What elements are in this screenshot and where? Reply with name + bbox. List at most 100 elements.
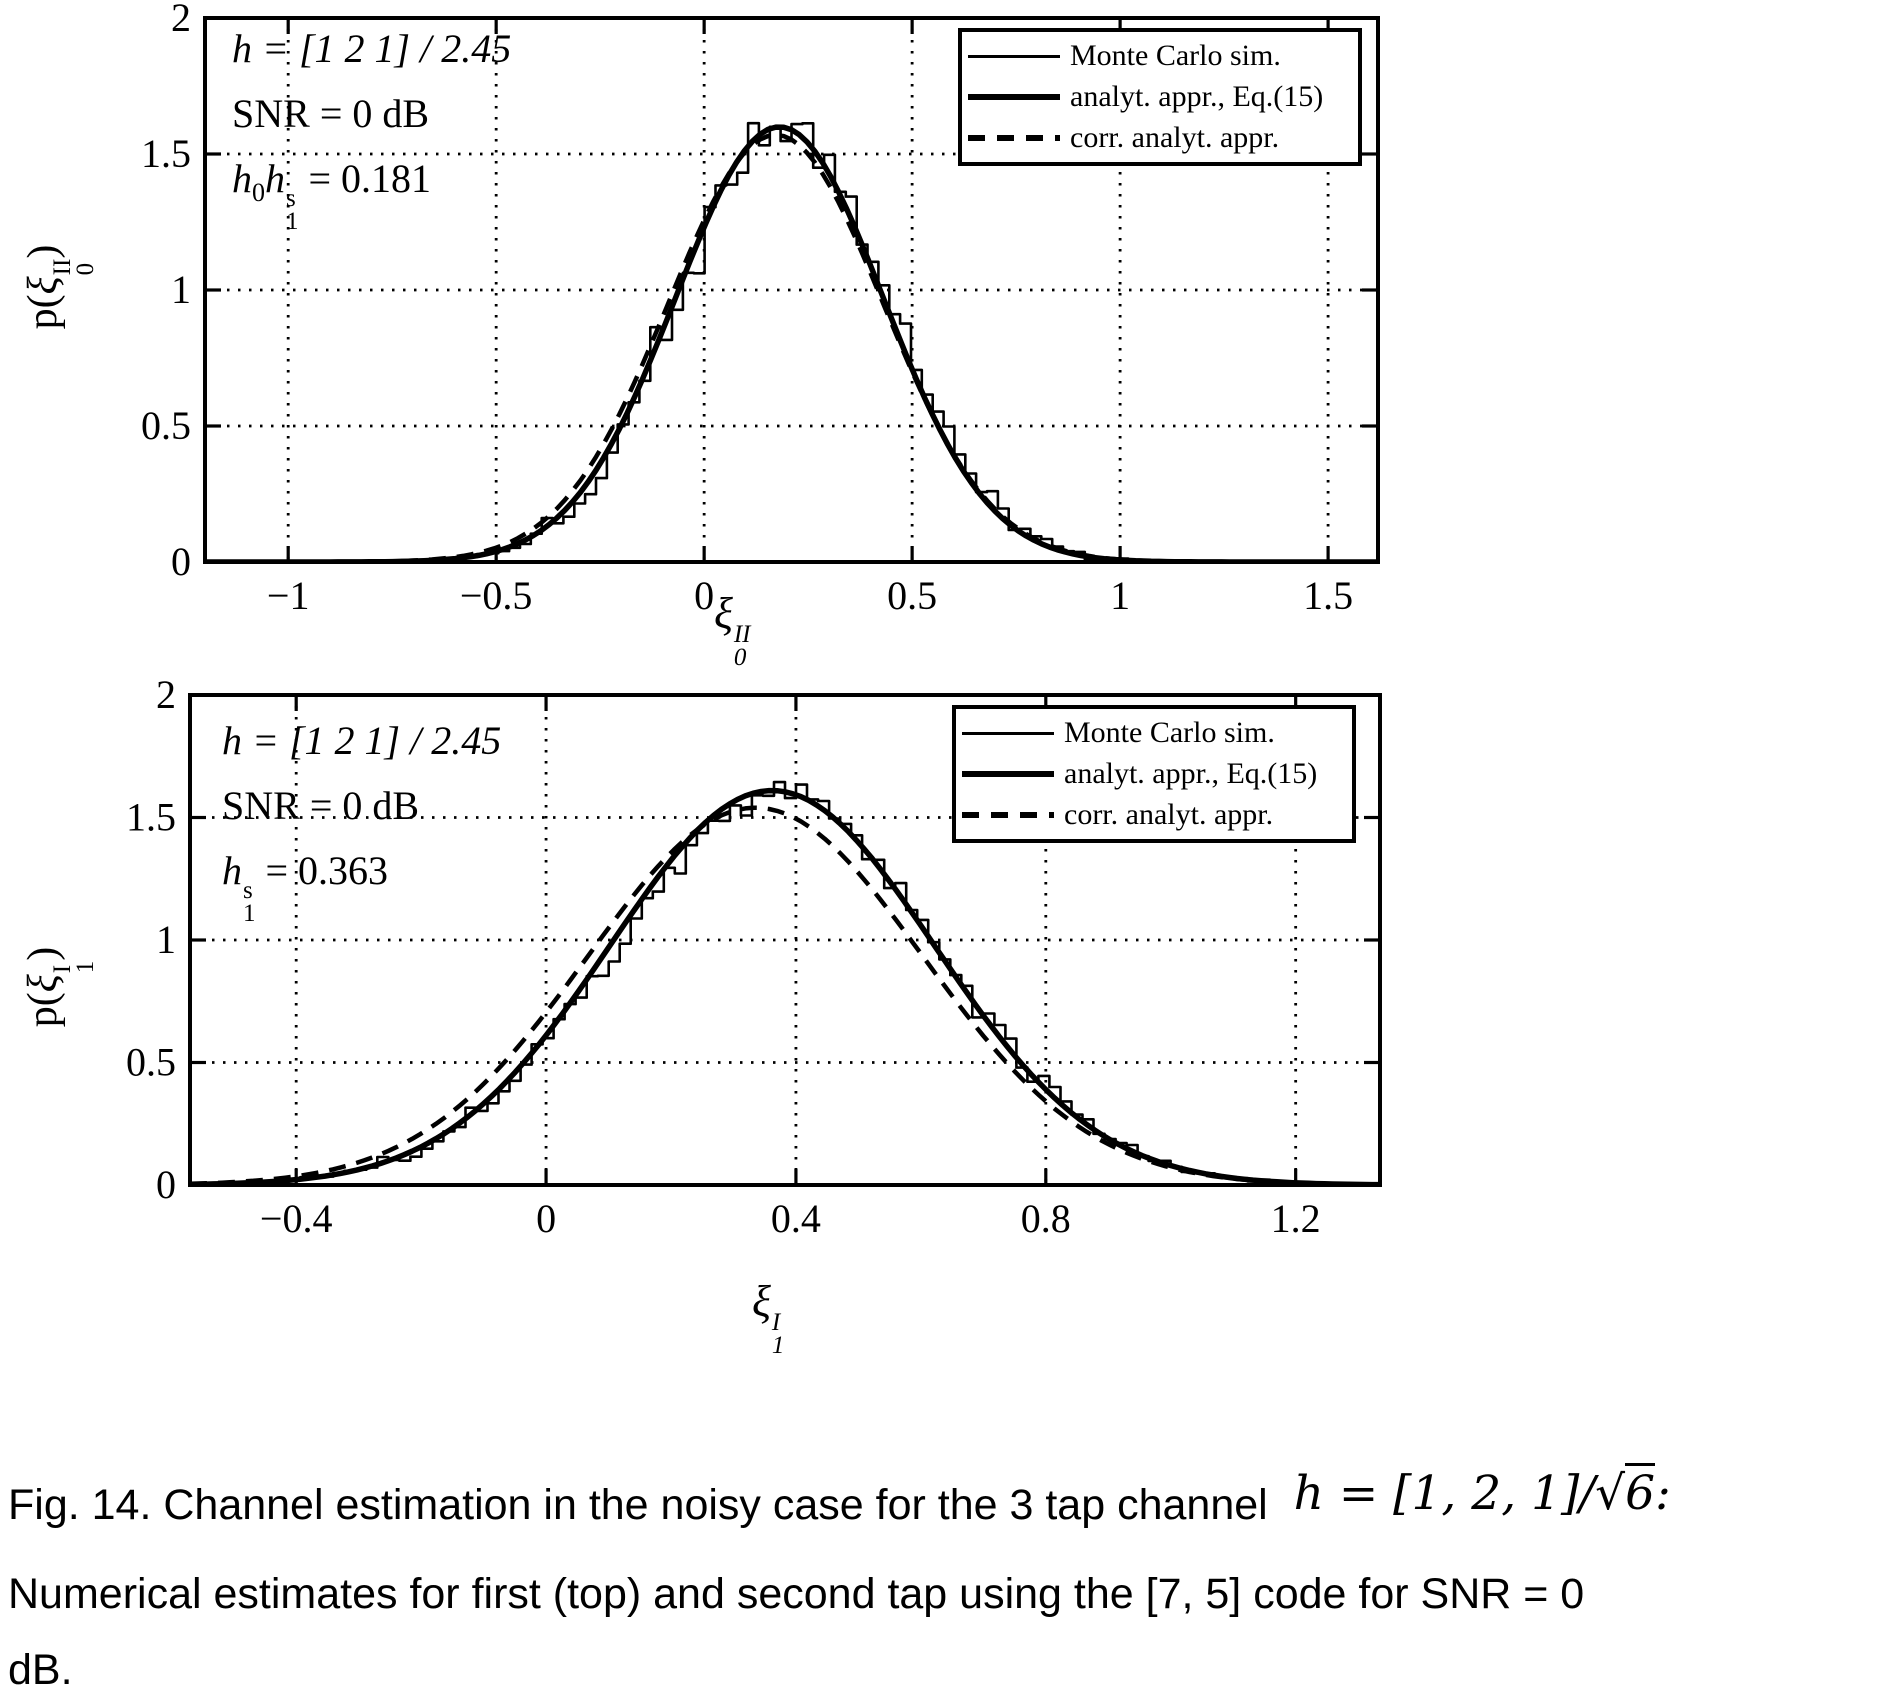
radicand: 6	[1625, 1463, 1656, 1521]
var-sup: s	[286, 185, 296, 212]
annotation-text: SNR = 0 dB	[222, 783, 420, 828]
x-tick-label: 0	[536, 1196, 556, 1241]
y-tick-label: 1.5	[126, 795, 176, 840]
annotation-text: SNR = 0 dB	[232, 91, 430, 136]
caption-text: dB.	[8, 1646, 73, 1694]
x-tick-label: 0.4	[771, 1196, 821, 1241]
legend-label: corr. analyt. appr.	[1070, 120, 1280, 154]
grid-lines	[205, 18, 1378, 562]
thin-line-sample	[962, 731, 1054, 735]
x-tick-label: 0.5	[887, 573, 937, 618]
tick-labels: −0.4 0 0.4 0.8 1.2 0 0.5 1 1.5 2	[126, 680, 1321, 1241]
ylabel-prefix: p(	[20, 294, 66, 330]
corrected-curve	[205, 132, 1378, 562]
tick-labels: −1 −0.5 0 0.5 1 1.5 0 0.5 1 1.5 2	[141, 0, 1353, 618]
ylabel-sub: 0	[72, 262, 99, 276]
x-tick-label: 0.8	[1021, 1196, 1071, 1241]
plot-bottom: −0.4 0 0.4 0.8 1.2 0 0.5 1 1.5 2 h = [1 2 1] / 2.…	[0, 680, 1450, 1358]
legend: Monte Carlo sim. analyt. appr., Eq.(15) …	[952, 705, 1356, 843]
x-tick-label: −0.4	[260, 1196, 333, 1241]
xlabel-base: ξ	[752, 1277, 771, 1326]
legend-row: analyt. appr., Eq.(15)	[962, 757, 1346, 791]
legend-label: Monte Carlo sim.	[1070, 39, 1281, 73]
ylabel-suffix: )	[20, 244, 66, 259]
legend-label: analyt. appr., Eq.(15)	[1064, 756, 1318, 790]
var-sub: 1	[243, 900, 256, 927]
var: h	[222, 848, 242, 893]
y-axis-label: p(ξ II 0)	[19, 197, 99, 377]
x-tick-label: 1.2	[1271, 1196, 1321, 1241]
legend-label: analyt. appr., Eq.(15)	[1070, 79, 1324, 113]
sqrt-symbol: √	[1595, 1466, 1626, 1521]
grid-lines	[190, 695, 1380, 1185]
y-tick-label: 0.5	[126, 1040, 176, 1085]
x-tick-label: 1.5	[1303, 573, 1353, 618]
thick-line-sample	[968, 93, 1060, 100]
var-sup: s	[243, 877, 253, 904]
legend-row: Monte Carlo sim.	[962, 716, 1346, 750]
x-tick-label: −1	[267, 573, 310, 618]
legend-row: Monte Carlo sim.	[968, 39, 1352, 73]
var-sub: 0	[252, 178, 265, 207]
plot-bottom-canvas: −0.4 0 0.4 0.8 1.2 0 0.5 1 1.5 2	[126, 680, 1382, 1241]
x-axis-label: ξ II 0	[714, 588, 751, 671]
legend: Monte Carlo sim. analyt. appr., Eq.(15) …	[958, 28, 1362, 166]
y-tick-label: 1	[156, 917, 176, 962]
xlabel-sup: I	[771, 1309, 781, 1336]
legend-label: corr. analyt. appr.	[1064, 797, 1274, 831]
ylabel-suffix: )	[20, 946, 66, 961]
ylabel-sup: I	[49, 964, 76, 974]
xlabel-sub: 0	[733, 644, 747, 671]
xlabel-supsub: II 0	[733, 621, 751, 671]
channel-annotation: h = [1 2 1] / 2.45	[232, 16, 511, 81]
tap-estimate-annotation: h0h s 1 = 0.181	[232, 146, 511, 235]
y-tick-label: 2	[156, 680, 176, 717]
ylabel-base: ξ	[20, 974, 66, 993]
var-sub: 1	[286, 208, 299, 235]
tap-value: = 0.363	[255, 848, 389, 893]
ylabel-sup: II	[49, 258, 76, 276]
var: h	[265, 156, 285, 201]
legend-row: analyt. appr., Eq.(15)	[968, 80, 1352, 114]
xlabel-sup: II	[733, 621, 751, 648]
caption-line-2: Numerical estimates for first (top) and …	[8, 1570, 1898, 1619]
thin-line-sample	[968, 54, 1060, 58]
caption-text: Numerical estimates for first (top) and …	[8, 1570, 1585, 1618]
thick-line-sample	[962, 770, 1054, 777]
channel-annotation: h = [1 2 1] / 2.45	[222, 708, 501, 773]
xlabel-base: ξ	[714, 589, 733, 638]
y-tick-label: 0	[156, 1162, 176, 1207]
var: h	[232, 156, 252, 201]
y-tick-label: 2	[171, 0, 191, 40]
y-tick-label: 1	[171, 267, 191, 312]
annotation-text: h = [1 2 1] / 2.45	[232, 26, 512, 71]
y-tick-label: 0	[171, 539, 191, 584]
x-tick-label: 0	[694, 573, 714, 618]
x-tick-label: −0.5	[460, 573, 533, 618]
ylabel-base: ξ	[20, 276, 66, 295]
plot-top-canvas: −1 −0.5 0 0.5 1 1.5 0 0.5 1 1.5 2	[141, 0, 1380, 618]
plot-top: −1 −0.5 0 0.5 1 1.5 0 0.5 1 1.5 2 h = [1 2 1] / 2.…	[0, 0, 1450, 680]
y-tick-label: 1.5	[141, 131, 191, 176]
snr-annotation: SNR = 0 dB	[232, 81, 511, 146]
corrected-curve	[190, 805, 1380, 1185]
dashed-line-sample	[962, 811, 1054, 818]
caption-line-1: Fig. 14. Channel estimation in the noisy…	[8, 1463, 1898, 1531]
plot-top-annotations: h = [1 2 1] / 2.45 SNR = 0 dB h0h s 1 = 0.…	[232, 16, 511, 235]
caption-line-3: dB.	[8, 1646, 1898, 1695]
tap-value: = 0.181	[298, 156, 432, 201]
legend-row: corr. analyt. appr.	[962, 798, 1346, 832]
legend-row: corr. analyt. appr.	[968, 121, 1352, 155]
xlabel-sub: 1	[771, 1332, 785, 1359]
y-tick-label: 0.5	[141, 403, 191, 448]
ylabel-sub: 1	[72, 960, 99, 974]
math-pre: h = [1, 2, 1]/	[1293, 1466, 1596, 1521]
curves	[190, 780, 1380, 1185]
y-axis-label: p(ξ I 1)	[19, 897, 99, 1077]
